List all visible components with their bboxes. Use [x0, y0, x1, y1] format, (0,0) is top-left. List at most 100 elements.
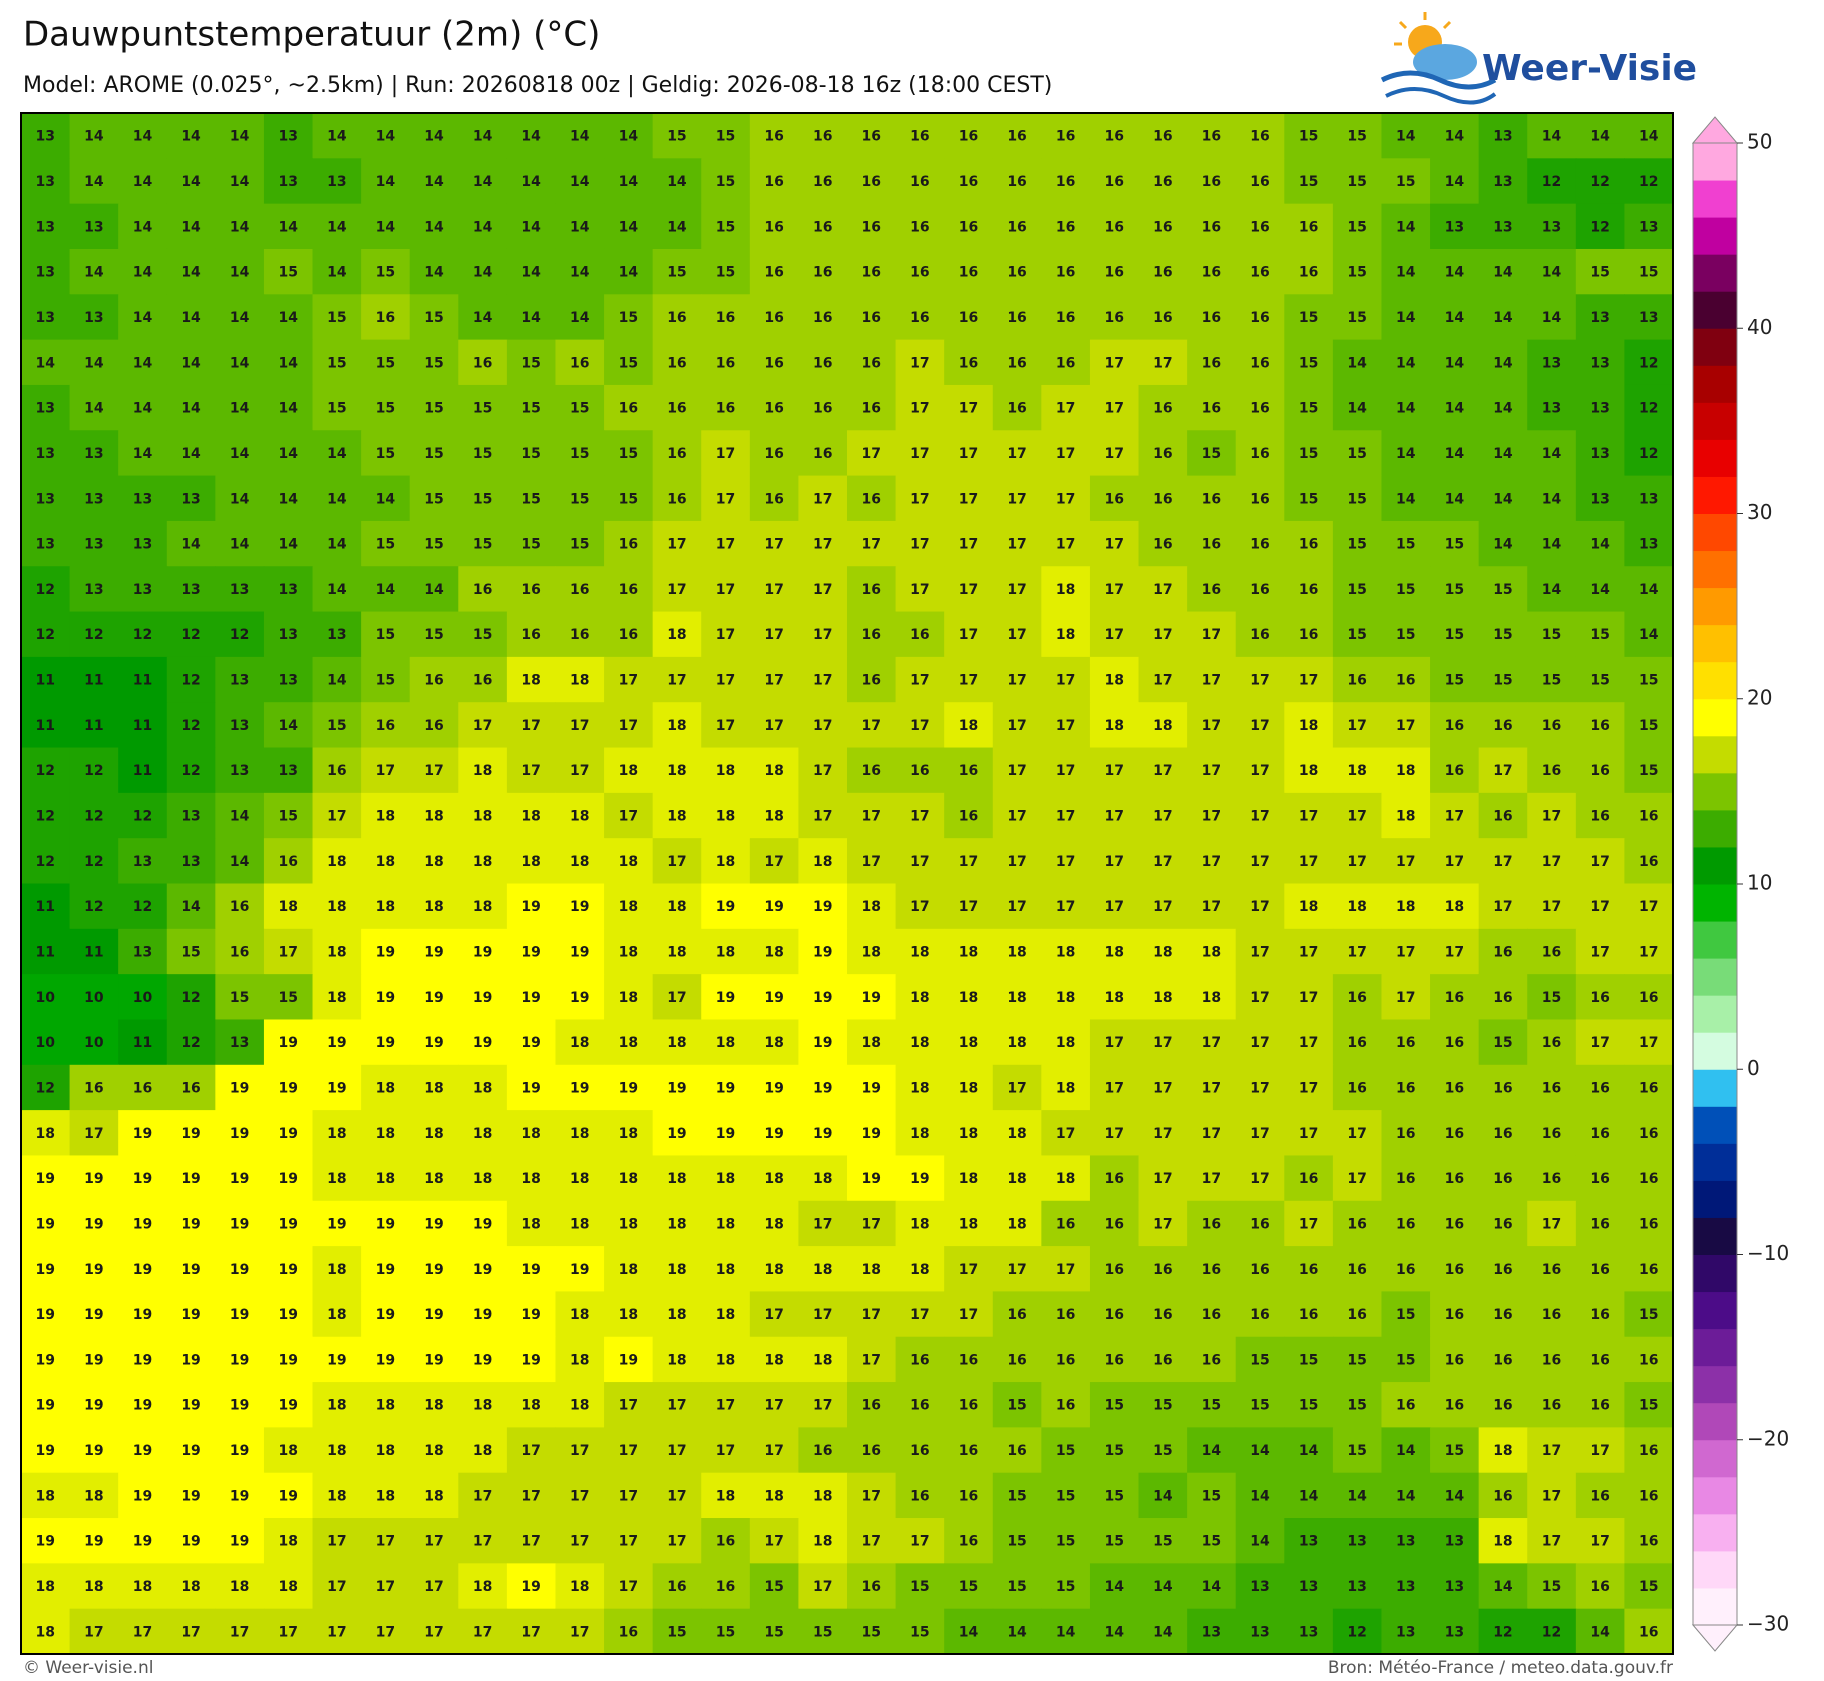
- cell: [1381, 1608, 1431, 1655]
- cell-value: 15: [1153, 1443, 1172, 1459]
- cell: [1381, 339, 1431, 386]
- cell-value: 16: [1202, 1307, 1221, 1323]
- cell: [555, 1518, 605, 1564]
- cell-value: 18: [910, 990, 929, 1006]
- cell-value: 18: [764, 1216, 783, 1232]
- cell: [652, 113, 702, 159]
- cell: [1575, 838, 1625, 884]
- cell: [312, 1336, 362, 1383]
- cell: [652, 520, 702, 567]
- cell: [118, 1064, 168, 1111]
- cell-value: 19: [133, 1534, 152, 1550]
- cell: [1235, 1336, 1285, 1383]
- cell-value: 16: [1542, 1080, 1561, 1096]
- cell: [69, 1064, 119, 1111]
- cell: [555, 430, 605, 477]
- cell-value: 16: [230, 944, 249, 960]
- cell-value: 12: [1590, 174, 1609, 190]
- cell-value: 15: [1445, 673, 1464, 689]
- cell-value: 17: [764, 854, 783, 870]
- cell-value: 17: [910, 809, 929, 825]
- cell-value: 16: [1590, 990, 1609, 1006]
- cell: [1381, 1064, 1431, 1111]
- cell: [1478, 158, 1528, 205]
- cell: [992, 838, 1042, 884]
- cell: [166, 1155, 216, 1202]
- cell: [1332, 113, 1382, 159]
- cell: [409, 974, 459, 1020]
- cell: [1575, 1246, 1625, 1292]
- cell: [166, 1200, 216, 1247]
- cell: [506, 1427, 556, 1474]
- cell-value: 19: [862, 990, 881, 1006]
- cell: [1089, 1608, 1140, 1655]
- cell-value: 17: [1347, 854, 1366, 870]
- cell-value: 16: [230, 899, 249, 915]
- cell-value: 16: [1299, 627, 1318, 643]
- cell: [69, 248, 119, 295]
- cell-value: 17: [1104, 1126, 1123, 1142]
- cell: [798, 294, 848, 341]
- cell-value: 13: [84, 446, 103, 462]
- cell: [21, 611, 71, 658]
- cell-value: 16: [1493, 1398, 1512, 1414]
- cell-value: 15: [1445, 537, 1464, 553]
- cell: [69, 1110, 119, 1156]
- cell: [361, 1155, 411, 1202]
- cell-value: 16: [376, 718, 395, 734]
- cell: [1187, 1563, 1237, 1610]
- cell-value: 17: [1445, 854, 1464, 870]
- cell-value: 19: [376, 1352, 395, 1368]
- cell: [1235, 566, 1285, 613]
- cell-value: 17: [1056, 899, 1075, 915]
- cell-value: 17: [910, 673, 929, 689]
- cell-value: 15: [1007, 1534, 1026, 1550]
- cell: [69, 520, 119, 567]
- cell: [604, 1336, 654, 1383]
- cell-value: 16: [813, 401, 832, 417]
- cell-value: 17: [813, 537, 832, 553]
- cell-value: 14: [327, 265, 347, 281]
- cell-value: 17: [1056, 854, 1075, 870]
- cell-value: 18: [764, 763, 783, 779]
- cell: [604, 702, 654, 749]
- cell-value: 18: [327, 1307, 346, 1323]
- cell: [992, 1336, 1042, 1383]
- cell: [1624, 838, 1674, 884]
- cell-value: 19: [84, 1216, 103, 1232]
- cell-value: 17: [959, 1307, 978, 1323]
- cell-value: 19: [36, 1216, 55, 1232]
- cell-value: 17: [813, 763, 832, 779]
- cell: [409, 1064, 459, 1111]
- cell-value: 17: [910, 491, 929, 507]
- cell: [1089, 430, 1140, 477]
- cell-value: 17: [910, 537, 929, 553]
- cell-value: 15: [1153, 1398, 1172, 1414]
- cell: [1284, 1472, 1334, 1519]
- cell-value: 15: [1590, 627, 1609, 643]
- cell: [1430, 792, 1480, 839]
- cell-value: 14: [1396, 129, 1416, 145]
- cell-value: 12: [1639, 174, 1658, 190]
- cell: [1430, 702, 1480, 749]
- cell-value: 16: [1542, 1262, 1561, 1278]
- cell: [1381, 792, 1431, 839]
- cell-value: 14: [230, 174, 250, 190]
- cell-value: 10: [133, 990, 153, 1006]
- cell-value: 15: [327, 310, 346, 326]
- cell-value: 16: [1056, 1352, 1075, 1368]
- cell: [555, 339, 605, 386]
- cell: [1235, 1382, 1285, 1428]
- cell-value: 19: [473, 1352, 492, 1368]
- cell-value: 18: [424, 1171, 443, 1187]
- cell: [992, 475, 1042, 522]
- cell-value: 17: [1299, 1126, 1318, 1142]
- cell-value: 16: [619, 537, 638, 553]
- cell: [992, 1019, 1042, 1066]
- cell-value: 19: [570, 899, 589, 915]
- cell-value: 16: [1202, 310, 1221, 326]
- cell: [506, 838, 556, 884]
- cell-value: 16: [959, 1443, 978, 1459]
- cell-value: 19: [230, 1171, 249, 1187]
- cell: [1235, 611, 1285, 658]
